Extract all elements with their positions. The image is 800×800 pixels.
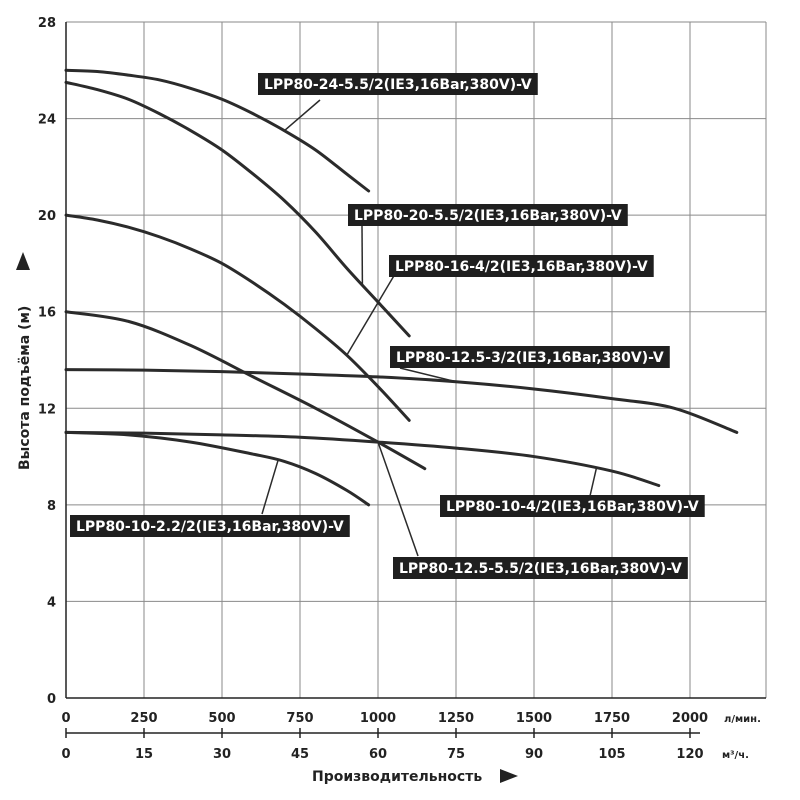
series-label-box: [70, 515, 350, 537]
series-label-1: LPP80-20-5.5/2(IE3,16Bar,380V)-V: [348, 204, 628, 226]
label-leader-line: [589, 467, 598, 497]
y-tick-label: 4: [47, 595, 56, 610]
x-tick-label-primary: 250: [130, 711, 157, 726]
series-label-text: LPP80-16-4/2(IE3,16Bar,380V)-V: [395, 259, 648, 275]
series-label-text: LPP80-24-5.5/2(IE3,16Bar,380V)-V: [264, 77, 532, 93]
series-curve-5: [64, 430, 661, 488]
label-leader-line: [399, 367, 457, 383]
y-tick-labels: 0 4 8 12 16 20 24 28: [38, 16, 56, 707]
series-label-5: LPP80-10-4/2(IE3,16Bar,380V)-V: [440, 495, 705, 517]
series-label-box: [258, 73, 538, 95]
y-axis-arrow-icon: [16, 252, 30, 270]
series-label-text: LPP80-20-5.5/2(IE3,16Bar,380V)-V: [354, 208, 622, 224]
series-curve-2: [64, 213, 411, 422]
y-tick-label: 28: [38, 16, 56, 31]
y-tick-label: 12: [38, 402, 56, 417]
x-axis-title: Производительность: [312, 769, 482, 785]
x-tick-label-primary: 1000: [360, 711, 396, 726]
x-tick-label-secondary: 120: [676, 747, 703, 762]
y-tick-label: 0: [47, 692, 56, 707]
series-label-text: LPP80-12.5-3/2(IE3,16Bar,380V)-V: [396, 350, 664, 366]
x-axis-arrow-icon: [500, 769, 518, 783]
series-label-box: [440, 495, 705, 517]
series-label-box: [389, 255, 654, 277]
series-curve-3: [64, 310, 427, 471]
series-label-text: LPP80-10-4/2(IE3,16Bar,380V)-V: [446, 499, 699, 515]
y-tick-label: 8: [47, 499, 56, 514]
x-tick-label-secondary: 60: [369, 747, 387, 762]
label-leaders: [261, 99, 598, 557]
x-tick-label-secondary: 75: [447, 747, 465, 762]
axes: [65, 22, 766, 738]
y-tick-label: 16: [38, 306, 56, 321]
series-label-box: [393, 557, 688, 579]
x-tick-label-primary: 1500: [516, 711, 552, 726]
x-tick-labels-secondary: 0 15 30 45 60 75 90 105 120: [61, 747, 703, 762]
y-axis-title: Высота подъёма (м): [17, 306, 33, 470]
y-tick-label: 20: [38, 209, 56, 224]
x-tick-label-secondary: 30: [213, 747, 231, 762]
x-tick-label-primary: 500: [208, 711, 235, 726]
x-tick-label-secondary: 0: [61, 747, 70, 762]
x-tick-labels-primary: 0 250 500 750 1000 1250 1500 1750 2000: [61, 711, 708, 726]
series-curve-4: [64, 368, 739, 434]
series-label-0: LPP80-24-5.5/2(IE3,16Bar,380V)-V: [258, 73, 538, 95]
curves: [64, 68, 739, 507]
series-label-3: LPP80-12.5-5.5/2(IE3,16Bar,380V)-V: [393, 557, 688, 579]
series-label-box: [348, 204, 628, 226]
x-tick-label-primary: 1250: [438, 711, 474, 726]
label-leader-line: [283, 99, 321, 132]
y-tick-label: 24: [38, 113, 56, 128]
series-curve-1: [64, 80, 411, 338]
label-leader-line: [346, 273, 396, 356]
x-tick-label-secondary: 45: [291, 747, 309, 762]
series-label-text: LPP80-12.5-5.5/2(IE3,16Bar,380V)-V: [399, 561, 682, 577]
series-label-2: LPP80-16-4/2(IE3,16Bar,380V)-V: [389, 255, 654, 277]
series-label-4: LPP80-12.5-3/2(IE3,16Bar,380V)-V: [390, 346, 670, 368]
series-label-box: [390, 346, 670, 368]
x-tick-label-primary: 1750: [594, 711, 630, 726]
series-curve-0: [64, 68, 371, 193]
series-curve-6: [64, 430, 371, 507]
series-labels: LPP80-24-5.5/2(IE3,16Bar,380V)-V LPP80-20…: [70, 73, 705, 579]
x-tick-label-secondary: 105: [598, 747, 625, 762]
series-label-text: LPP80-10-2.2/2(IE3,16Bar,380V)-V: [76, 519, 344, 535]
series-label-6: LPP80-10-2.2/2(IE3,16Bar,380V)-V: [70, 515, 350, 537]
x-tick-label-primary: 0: [61, 711, 70, 726]
label-leader-line: [261, 459, 279, 515]
x-tick-label-secondary: 15: [135, 747, 153, 762]
x-tick-label-primary: 750: [286, 711, 313, 726]
label-leader-line: [377, 441, 419, 557]
x-unit-primary: л/мин.: [724, 714, 761, 725]
x-tick-label-primary: 2000: [672, 711, 708, 726]
x-unit-secondary: м³/ч.: [722, 750, 749, 761]
x-tick-label-secondary: 90: [525, 747, 543, 762]
